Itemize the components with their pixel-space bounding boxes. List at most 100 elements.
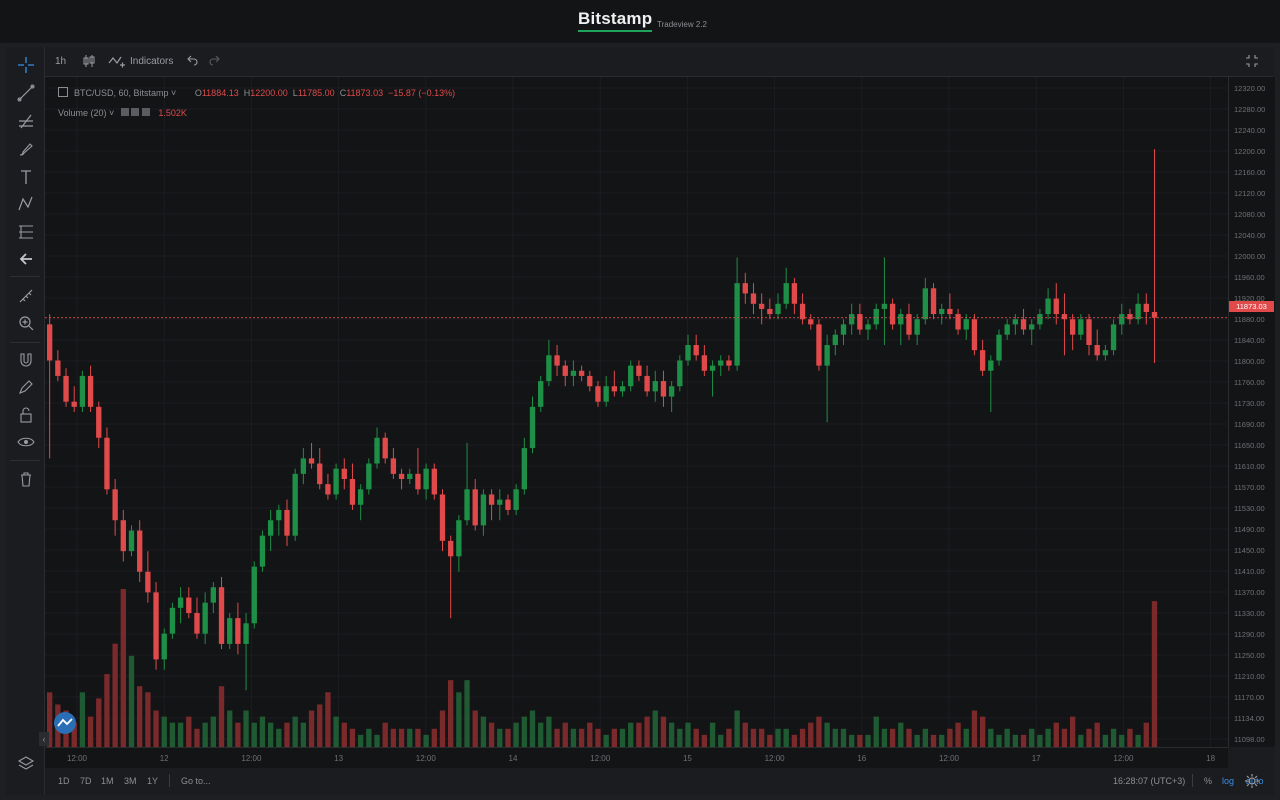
volume-bar — [513, 722, 519, 747]
top-header: Bitstamp Tradeview 2.2 — [0, 0, 1280, 43]
volume-bar — [284, 722, 290, 747]
price-axis[interactable]: 12320.00 12280.00 12240.00 12200.00 12160.00… — [1228, 77, 1275, 765]
indicators-icon[interactable] — [108, 53, 126, 72]
candle-body — [791, 283, 798, 304]
volume-label[interactable]: Volume (20) — [58, 108, 107, 118]
chevron-down-icon[interactable]: ˅ — [171, 88, 177, 98]
redo-icon[interactable] — [209, 54, 221, 69]
candle-body — [218, 587, 225, 644]
volume-bar — [431, 728, 437, 747]
volume-bar — [1061, 728, 1068, 747]
candle-body — [79, 375, 86, 407]
interval-selector[interactable]: 1h — [55, 56, 67, 67]
percent-toggle[interactable]: % — [1204, 776, 1213, 786]
last-price-label: 11873.03 — [1229, 301, 1274, 312]
arrow-left-icon[interactable] — [16, 249, 36, 269]
settings-gear-icon[interactable] — [1245, 774, 1259, 793]
candle-body — [357, 489, 364, 505]
top-toolbar: 1h Indicators — [45, 48, 1273, 77]
tradeview-logo-icon[interactable] — [54, 712, 76, 734]
pattern-tool-icon[interactable] — [16, 194, 36, 214]
close-label: C — [339, 88, 347, 98]
volume-bar — [488, 722, 495, 747]
candle-body — [448, 540, 454, 557]
trash-icon[interactable] — [16, 469, 36, 489]
fullscreen-icon[interactable] — [1245, 54, 1259, 71]
range-1d[interactable]: 1D — [58, 776, 70, 786]
volume-bar — [988, 728, 994, 747]
time-tick-label: 12:00 — [1113, 754, 1134, 763]
pencil-lock-icon[interactable] — [16, 377, 36, 397]
candle-body — [374, 437, 380, 464]
measure-tool-icon[interactable] — [16, 222, 36, 242]
candle-body — [865, 324, 871, 330]
eye-small-icon[interactable] — [131, 108, 140, 116]
zoom-in-icon[interactable] — [16, 313, 36, 333]
layers-icon[interactable] — [16, 754, 36, 774]
trend-line-icon[interactable] — [16, 83, 36, 103]
candle-body — [1086, 319, 1092, 345]
price-tick-label: 11760.00 — [1234, 378, 1265, 387]
crosshair-icon[interactable] — [16, 55, 36, 75]
candle-body — [186, 597, 192, 613]
log-toggle[interactable]: log — [1222, 776, 1235, 786]
lock-icon[interactable] — [16, 405, 36, 425]
goto-button[interactable]: Go to... — [181, 776, 211, 786]
candle-body — [267, 520, 274, 536]
high-label: H — [243, 88, 251, 98]
price-tick-label: 11210.00 — [1234, 672, 1265, 681]
candle-body — [595, 386, 601, 402]
volume-bar — [595, 728, 601, 747]
bottom-toolbar: 1D 7D 1M 3M 1Y Go to... 16:28:07 (UTC+3)… — [45, 768, 1274, 794]
volume-bar — [587, 722, 593, 747]
range-7d[interactable]: 7D — [80, 776, 92, 786]
candle-body — [849, 314, 855, 325]
candle-body — [996, 334, 1002, 361]
range-1y[interactable]: 1Y — [147, 776, 159, 786]
candle-body — [742, 283, 748, 294]
undo-icon[interactable] — [186, 54, 198, 69]
symbol-label[interactable]: BTC/USD, 60, Bitstamp — [74, 88, 169, 98]
text-tool-icon[interactable] — [16, 167, 36, 187]
close-small-icon[interactable] — [141, 108, 150, 116]
chevron-down-icon[interactable]: ˅ — [109, 108, 115, 118]
collapse-chevron-icon[interactable]: ‹ — [39, 732, 49, 746]
range-3m[interactable]: 3M — [124, 776, 137, 786]
ruler-icon[interactable] — [16, 286, 36, 306]
volume-legend: Volume (20) ˅ 1.502K — [58, 108, 187, 118]
volume-bar — [685, 722, 691, 747]
volume-bar — [357, 734, 364, 747]
range-1m[interactable]: 1M — [101, 776, 114, 786]
sidebar-divider — [10, 460, 40, 461]
candle-body — [505, 499, 511, 510]
candle-body — [292, 473, 298, 536]
indicators-button[interactable]: Indicators — [130, 56, 174, 67]
candle-body — [644, 375, 650, 392]
price-tick-label: 11920.00 — [1234, 294, 1265, 303]
volume-bar — [292, 716, 298, 747]
volume-bar — [390, 728, 397, 747]
candle-body — [783, 283, 789, 304]
time-axis[interactable]: 12:00 12 12:00 13 12:00 14 12:00 15 12:00 16 12:00… — [45, 747, 1228, 769]
volume-bar — [971, 710, 978, 747]
settings-small-icon[interactable] — [120, 108, 129, 116]
candle-body — [407, 473, 413, 479]
candle-body — [570, 370, 577, 376]
volume-bar — [227, 710, 233, 747]
volume-bar — [906, 728, 912, 747]
volume-bar — [865, 734, 871, 747]
brush-icon[interactable] — [16, 139, 36, 159]
eye-icon[interactable] — [16, 432, 36, 452]
price-tick-label: 11610.00 — [1234, 462, 1265, 471]
candles-style-icon[interactable] — [83, 54, 95, 71]
volume-bar — [1069, 716, 1076, 747]
magnet-icon[interactable] — [16, 350, 36, 370]
brand-logo[interactable]: Bitstamp — [578, 9, 653, 32]
fib-tool-icon[interactable] — [16, 111, 36, 131]
legend-toggle-icon[interactable] — [58, 87, 68, 97]
candlestick-chart[interactable] — [45, 77, 1228, 761]
price-tick-label: 12080.00 — [1234, 210, 1265, 219]
candle-body — [750, 293, 757, 304]
chart-plot-area[interactable] — [45, 77, 1228, 761]
candle-body — [701, 355, 708, 371]
